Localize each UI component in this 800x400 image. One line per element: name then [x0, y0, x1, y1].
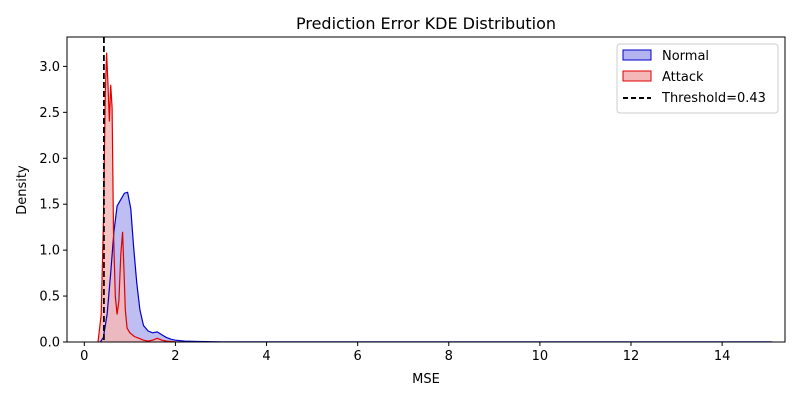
y-tick-label: 3.0: [39, 60, 60, 75]
legend-label-attack: Attack: [662, 70, 704, 85]
plot-frame: [66, 36, 786, 343]
x-axis-ticks: 0 2 4 6 8 10 12 14: [80, 342, 730, 364]
y-tick-label: 1.0: [39, 244, 60, 259]
legend-label-threshold: Threshold=0.43: [661, 91, 766, 106]
legend-swatch-normal: [622, 49, 652, 61]
x-tick-label: 8: [445, 349, 453, 364]
legend-box: [616, 43, 779, 114]
x-tick-label: 12: [623, 349, 640, 364]
x-tick-label: 2: [171, 349, 179, 364]
x-tick-label: 14: [714, 349, 731, 364]
series-line-attack: [97, 52, 181, 343]
legend-swatch-attack: [622, 70, 652, 82]
chart-title: Prediction Error KDE Distribution: [296, 14, 556, 33]
y-tick-label: 0.0: [39, 336, 60, 351]
x-tick-label: 0: [80, 349, 88, 364]
legend-label-normal: Normal: [662, 49, 709, 64]
x-tick-label: 6: [354, 349, 362, 364]
x-tick-label: 10: [532, 349, 549, 364]
x-tick-label: 4: [262, 349, 270, 364]
y-tick-label: 2.0: [39, 152, 60, 167]
legend: Normal Attack Threshold=0.43: [616, 43, 779, 114]
x-axis-label: MSE: [412, 372, 440, 387]
y-axis-ticks: 0.0 0.5 1.0 1.5 2.0 2.5 3.0: [39, 60, 67, 351]
y-tick-label: 2.5: [39, 106, 60, 121]
y-axis-label: Density: [15, 165, 30, 215]
y-tick-label: 1.5: [39, 198, 60, 213]
y-tick-label: 0.5: [39, 290, 60, 305]
